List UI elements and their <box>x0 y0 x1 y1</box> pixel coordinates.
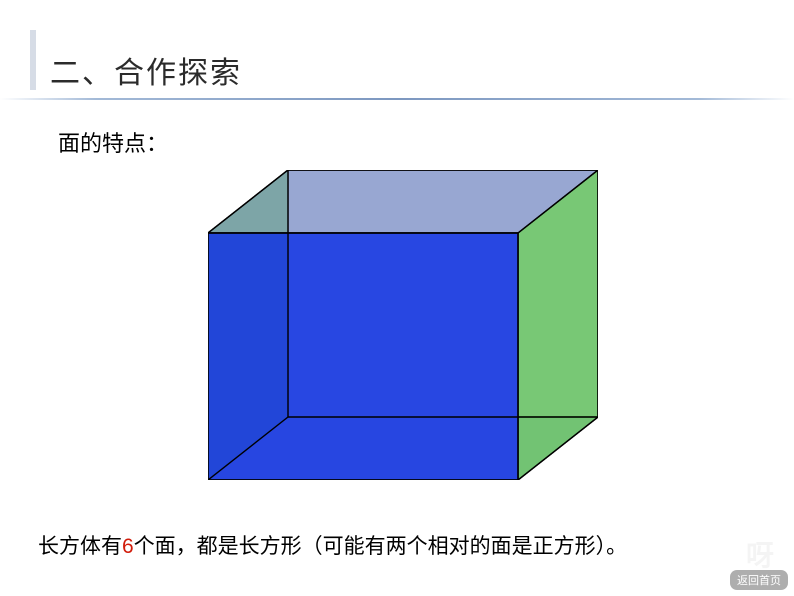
caption-post: 个面，都是长方形（可能有两个相对的面是正方形）。 <box>134 535 628 558</box>
title-underline <box>0 98 794 100</box>
caption: 长方体有6个面，都是长方形（可能有两个相对的面是正方形）。 <box>38 530 627 560</box>
cuboid-svg <box>208 170 598 480</box>
caption-number: 6 <box>122 535 134 558</box>
section-title: 二、合作探索 <box>50 48 242 92</box>
return-home-button[interactable]: 返回首页 <box>730 570 788 590</box>
subtitle: 面的特点： <box>58 126 168 158</box>
caption-pre: 长方体有 <box>38 535 122 558</box>
slide: 二、合作探索 面的特点： 长方体有6个面，都是长方形（可能有两个相对的面是正方形… <box>0 0 794 596</box>
watermark: 呀 <box>746 534 776 574</box>
title-accent-bar <box>30 30 36 90</box>
cuboid-diagram <box>208 170 598 485</box>
